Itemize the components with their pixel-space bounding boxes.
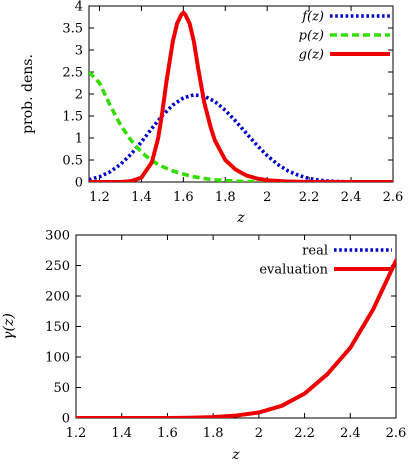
top-legend: f(z) p(z) g(z) bbox=[299, 10, 390, 63]
bottom-ticks: 1.2 1.4 1.6 1.8 2 2.2 2.4 2.6 0 50 100 150 200 250 300 bbox=[45, 229, 406, 442]
y-tick-label: 4 bbox=[75, 0, 83, 15]
y-tick-label: 3 bbox=[75, 44, 83, 59]
top-ticks: 1.2 1.4 1.6 1.8 2 2.2 2.4 2.6 0 0.5 1 1.5 2 2.5 3 3.5 4 bbox=[62, 0, 403, 205]
y-tick-label: 200 bbox=[45, 290, 70, 305]
legend-label: p(z) bbox=[299, 29, 324, 44]
y-tick-label: 0 bbox=[62, 412, 70, 427]
series-line-pz bbox=[89, 70, 393, 182]
y-tick-label: 250 bbox=[45, 259, 70, 274]
top-y-axis-label: prob. dens. bbox=[20, 54, 36, 134]
top-panel: 1.2 1.4 1.6 1.8 2 2.2 2.4 2.600.511.522.533.54 … bbox=[20, 0, 403, 226]
legend-label: g(z) bbox=[299, 48, 324, 63]
top-plot-frame bbox=[88, 5, 394, 183]
x-tick-label: 2 bbox=[263, 190, 271, 205]
bottom-legend: real evaluation bbox=[259, 244, 392, 278]
bottom-y-axis-label: γ(z) bbox=[1, 313, 17, 340]
y-tick-label: 150 bbox=[45, 320, 70, 335]
x-tick-label: 1.8 bbox=[203, 426, 224, 441]
x-tick-label: 2 bbox=[255, 426, 263, 441]
bottom-curves bbox=[76, 258, 396, 418]
y-tick-label: 50 bbox=[53, 381, 70, 396]
x-tick-label: 1.2 bbox=[89, 190, 110, 205]
x-tick-label: 1.4 bbox=[131, 190, 152, 205]
y-tick-label: 0 bbox=[75, 176, 83, 191]
x-tick-label: 2.2 bbox=[299, 190, 320, 205]
series-line-fz bbox=[89, 93, 393, 182]
x-tick-label: 2.6 bbox=[386, 426, 407, 441]
bottom-panel: 1.2 1.4 1.6 1.8 2 2.2 2.4 2.6 0 50 100 150 200 250 300… bbox=[1, 229, 406, 464]
top-curves bbox=[89, 10, 393, 182]
legend-label: f(z) bbox=[301, 10, 324, 25]
series-line-real bbox=[76, 259, 396, 418]
series-line-evaluation bbox=[76, 258, 396, 418]
x-tick-label: 2.4 bbox=[340, 426, 361, 441]
y-tick-label: 1 bbox=[75, 132, 83, 147]
x-tick-label: 1.6 bbox=[173, 190, 194, 205]
x-tick-label: 2.4 bbox=[341, 190, 362, 205]
y-tick-label: 2 bbox=[75, 88, 83, 103]
y-tick-label: 2.5 bbox=[62, 66, 83, 81]
bottom-plot-frame bbox=[75, 234, 397, 419]
x-tick-label: 1.6 bbox=[157, 426, 178, 441]
x-tick-label: 1.4 bbox=[111, 426, 132, 441]
x-tick-label: 2.2 bbox=[294, 426, 315, 441]
series-line-gz bbox=[89, 10, 393, 182]
x-tick-label: 1.2 bbox=[66, 426, 87, 441]
legend-label: evaluation bbox=[259, 263, 328, 278]
bottom-x-axis-label: z bbox=[231, 447, 240, 463]
top-x-axis-label: z bbox=[236, 210, 245, 226]
y-tick-label: 300 bbox=[45, 229, 70, 244]
x-tick-label: 2.6 bbox=[383, 190, 404, 205]
x-tick-label: 1.8 bbox=[215, 190, 236, 205]
y-tick-label: 100 bbox=[45, 351, 70, 366]
legend-label: real bbox=[302, 244, 328, 259]
y-tick-label: 1.5 bbox=[62, 110, 83, 125]
y-tick-label: 0.5 bbox=[62, 154, 83, 169]
y-tick-label: 3.5 bbox=[62, 22, 83, 37]
